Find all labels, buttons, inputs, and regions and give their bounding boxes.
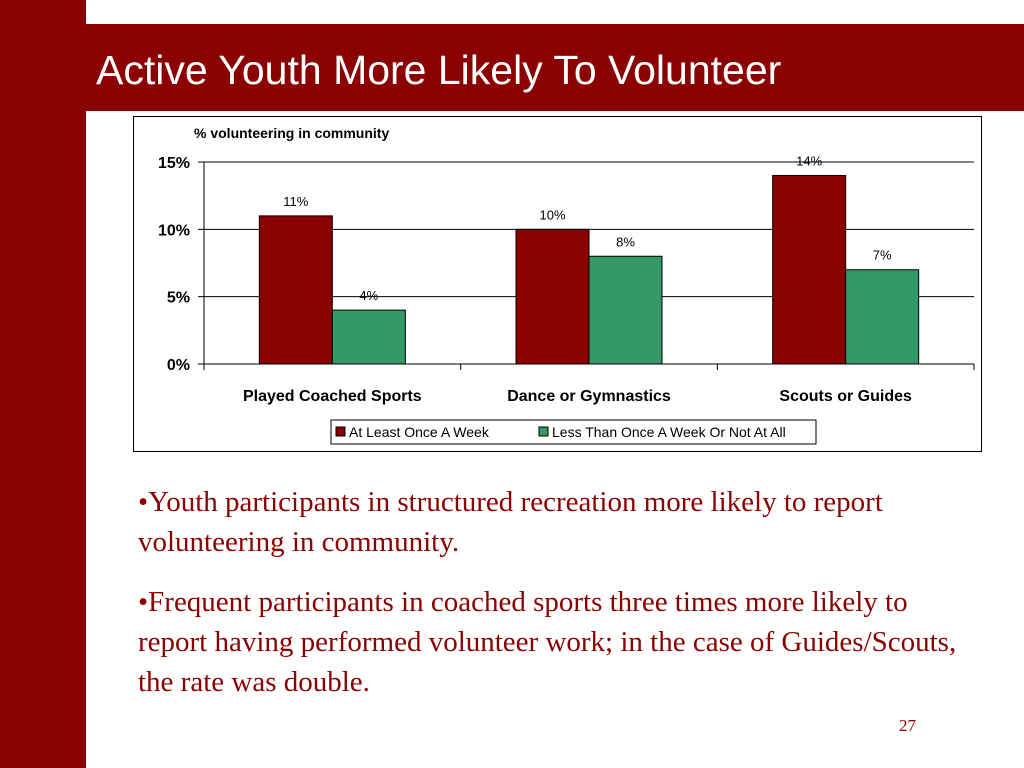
data-label: 10% — [539, 207, 565, 222]
x-tick-label: Scouts or Guides — [779, 388, 912, 405]
chart-title: % volunteering in community — [194, 125, 389, 141]
data-label: 14% — [796, 153, 822, 168]
data-label: 4% — [359, 288, 378, 303]
legend-swatch — [538, 426, 549, 437]
legend-box — [330, 419, 817, 445]
legend-label: At Least Once A Week — [349, 424, 490, 440]
data-label: 11% — [283, 194, 308, 209]
bullet-item: •Frequent participants in coached sports… — [138, 586, 957, 698]
bar — [588, 255, 663, 365]
data-label: 8% — [616, 234, 635, 249]
bar — [772, 174, 847, 365]
chart-frame: % volunteering in community 0% 5% 10% 15% 11%… — [133, 116, 982, 452]
bar — [331, 309, 406, 365]
data-label: 7% — [873, 248, 892, 263]
page-number: 27 — [899, 716, 916, 735]
bullet-item: •Youth participants in structured recrea… — [138, 486, 883, 558]
y-tick-label: 5% — [167, 290, 190, 307]
bullet-list: •Youth participants in structured recrea… — [138, 482, 958, 722]
bar-chart: % volunteering in community 0% 5% 10% 15% 11%… — [158, 125, 975, 445]
y-tick-label: 10% — [158, 222, 190, 239]
bar — [515, 228, 590, 365]
y-tick-label: 15% — [158, 155, 190, 172]
x-tick-label: Played Coached Sports — [243, 388, 422, 405]
x-tick-label: Dance or Gymnastics — [507, 388, 671, 405]
y-tick-label: 0% — [167, 357, 190, 374]
bar — [845, 269, 920, 365]
legend-swatch — [335, 426, 346, 437]
bar — [258, 215, 333, 365]
left-accent-bar — [0, 0, 86, 768]
title-banner — [86, 24, 1024, 111]
slide-title: Active Youth More Likely To Volunteer — [96, 47, 782, 93]
legend-label: Less Than Once A Week Or Not At All — [552, 424, 786, 440]
